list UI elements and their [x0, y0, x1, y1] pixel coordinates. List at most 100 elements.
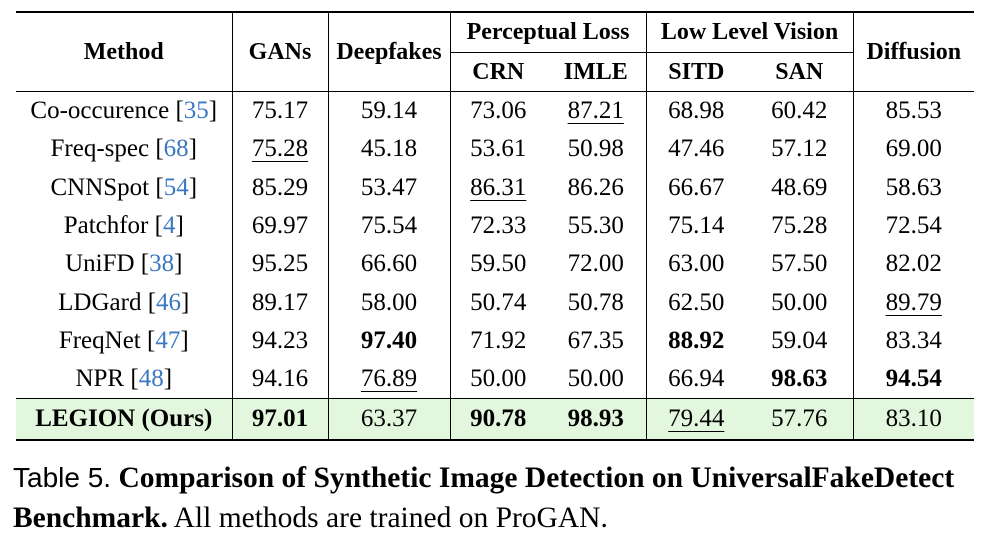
value-cell: 98.63	[746, 360, 854, 399]
value-cell: 94.16	[232, 360, 329, 399]
value-cell: 97.40	[328, 321, 451, 361]
value-cell: 45.18	[328, 130, 451, 169]
value-cell: 83.34	[853, 322, 974, 360]
value-text: 63.00	[668, 250, 725, 278]
table-caption: Table 5. Comparison of Synthetic Image D…	[13, 458, 979, 538]
value-cell: 57.50	[746, 245, 854, 284]
caption-label: Table 5.	[13, 462, 112, 493]
value-cell: 87.21	[546, 91, 647, 131]
header-san: SAN	[746, 52, 854, 92]
value-cell: 75.17	[232, 91, 329, 131]
value-cell: 85.29	[232, 168, 329, 207]
table-row: Co-occurence [35] 75.17 59.14 73.06 87.21 68.…	[16, 91, 974, 131]
method-name: Co-occurence	[30, 97, 170, 125]
method-cell: LDGard [46]	[16, 283, 233, 322]
header-gans: GANs	[232, 12, 329, 92]
value-text: 57.76	[771, 405, 828, 433]
table-row: Patchfor [4] 69.97 75.54 72.33 55.30 75.14 75.…	[16, 206, 974, 246]
value-cell: 50.00	[546, 360, 647, 399]
value-text: 98.63	[771, 365, 828, 393]
value-text: 86.31	[470, 173, 527, 201]
citation-link[interactable]: 48	[138, 365, 164, 393]
value-text: 66.60	[360, 250, 418, 278]
method-name: CNNSpot	[50, 173, 150, 201]
table-row: UniFD [38] 95.25 66.60 59.50 72.00 63.00 57.50…	[16, 245, 974, 284]
value-text: 45.18	[360, 135, 418, 163]
value-text: 85.29	[251, 173, 309, 201]
method-name: FreqNet	[58, 326, 141, 354]
method-name: Patchfor	[63, 212, 149, 240]
value-cell: 50.78	[546, 283, 647, 322]
value-text: 57.50	[771, 250, 828, 278]
value-text: 89.79	[885, 288, 942, 316]
value-cell: 59.04	[746, 321, 854, 361]
value-cell: 73.06	[450, 92, 546, 131]
value-cell: 53.61	[450, 130, 546, 168]
citation-link[interactable]: 46	[156, 288, 182, 316]
value-cell: 57.76	[746, 398, 854, 442]
value-cell: 50.00	[746, 283, 854, 322]
value-text: 48.69	[771, 173, 828, 201]
citation-link[interactable]: 68	[163, 135, 189, 163]
value-text: 71.92	[470, 326, 527, 354]
header-imle: IMLE	[546, 52, 647, 92]
value-cell: 95.25	[232, 245, 329, 284]
value-text: 68.98	[668, 97, 725, 125]
value-cell: 53.47	[328, 168, 451, 207]
value-text: 53.61	[470, 135, 527, 163]
method-name: UniFD	[65, 250, 135, 278]
value-cell: 50.98	[546, 130, 647, 169]
value-cell: 63.37	[328, 398, 451, 442]
value-cell: 89.79	[853, 283, 974, 321]
header-row-2: CRN IMLE SITD SAN	[16, 52, 975, 92]
value-text: 66.67	[668, 173, 725, 201]
value-text: 75.17	[251, 97, 309, 125]
citation-link[interactable]: 47	[155, 326, 181, 354]
value-text: 59.50	[470, 250, 527, 278]
value-text: 75.28	[771, 212, 828, 240]
value-text: 59.14	[360, 97, 418, 125]
method-name: LDGard	[58, 288, 142, 316]
value-text: 85.53	[885, 97, 942, 125]
value-text: 59.04	[771, 326, 828, 354]
value-text: 87.21	[567, 97, 624, 125]
table-row-ours: LEGION (Ours) 97.01 63.37 90.78 98.93 79.44 57…	[16, 398, 975, 442]
value-cell: 86.31	[450, 169, 546, 207]
citation-link[interactable]: 54	[163, 173, 189, 201]
value-cell: 59.50	[450, 245, 546, 283]
header-sitd: SITD	[646, 52, 747, 92]
value-cell: 69.97	[232, 206, 329, 246]
value-text: 90.78	[470, 405, 527, 433]
value-cell: 88.92	[646, 322, 746, 360]
table-row: Freq-spec [68] 75.28 45.18 53.61 50.98 47.46 5…	[16, 130, 974, 169]
method-name: NPR	[75, 365, 125, 393]
citation-link[interactable]: 35	[183, 97, 209, 125]
value-cell: 48.69	[746, 168, 854, 207]
value-cell: 66.94	[646, 360, 746, 399]
value-cell: 58.63	[853, 169, 974, 207]
value-text: 79.44	[668, 405, 725, 433]
citation-link[interactable]: 4	[162, 212, 176, 240]
value-text: 88.92	[668, 326, 725, 354]
value-cell: 67.35	[546, 321, 647, 361]
value-cell: 75.28	[232, 130, 329, 169]
value-text: 97.40	[360, 326, 418, 354]
value-cell: 63.00	[646, 245, 746, 283]
header-perceptual-loss: Perceptual Loss	[450, 12, 647, 53]
value-cell: 97.01	[232, 398, 329, 442]
method-cell: Freq-spec [68]	[16, 130, 233, 169]
value-text: 50.98	[567, 135, 624, 163]
value-text: 50.00	[567, 365, 624, 393]
value-cell: 90.78	[450, 398, 546, 442]
table-row: LDGard [46] 89.17 58.00 50.74 50.78 62.50 50.0…	[16, 283, 974, 322]
header-diffusion: Diffusion	[853, 12, 975, 92]
value-cell: 66.60	[328, 245, 451, 284]
citation-link[interactable]: 38	[149, 250, 175, 278]
value-text: 69.00	[885, 135, 942, 163]
value-cell: 89.17	[232, 283, 329, 322]
value-cell: 86.26	[546, 168, 647, 207]
value-text: 58.00	[360, 288, 418, 316]
method-cell: CNNSpot [54]	[16, 168, 233, 207]
value-cell: 47.46	[646, 130, 746, 168]
value-cell: 68.98	[646, 92, 746, 131]
